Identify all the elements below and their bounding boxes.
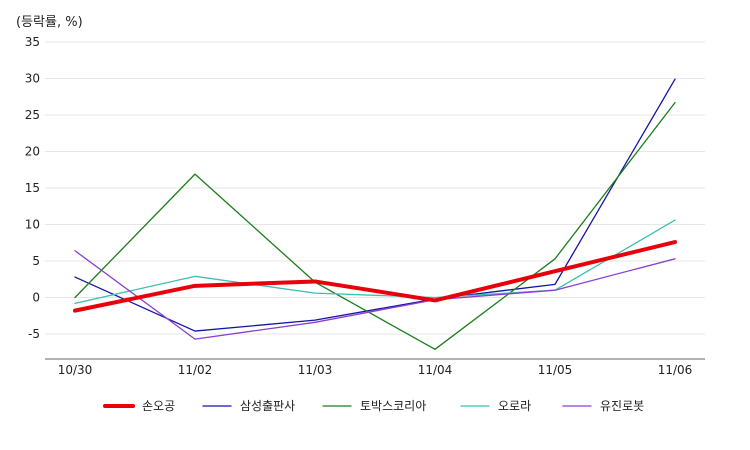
legend-label: 손오공 (142, 399, 175, 413)
y-tick-label: 20 (25, 145, 40, 159)
y-tick-label: 10 (25, 218, 40, 232)
x-tick-label: 11/06 (658, 363, 693, 377)
x-ticks: 10/30 11/02 11/03 11/04 11/05 11/06 (58, 363, 693, 377)
x-tick-label: 11/04 (418, 363, 453, 377)
y-ticks: 35 30 25 20 15 10 5 0 -5 (25, 35, 40, 341)
x-tick-label: 11/03 (298, 363, 333, 377)
series-lines (73, 78, 677, 350)
series-line (74, 219, 676, 304)
legend-label: 삼성출판사 (240, 399, 295, 413)
legend-label: 토박스코리아 (360, 399, 426, 413)
legend: 손오공 삼성출판사 토박스코리아 오로라 유진로봇 (103, 399, 644, 413)
y-tick-label: 0 (32, 291, 40, 305)
y-tick-label: 35 (25, 35, 40, 49)
x-tick-label: 11/02 (178, 363, 213, 377)
series-line (74, 78, 676, 332)
y-tick-label: 25 (25, 108, 40, 122)
grid-lines (45, 41, 705, 335)
y-tick-label: 30 (25, 72, 40, 86)
x-tick-label: 11/05 (538, 363, 573, 377)
y-tick-label: 5 (32, 254, 40, 268)
series-line (74, 101, 676, 350)
y-axis-label: (등락률, %) (16, 15, 83, 30)
legend-label: 오로라 (498, 399, 531, 413)
series-line (74, 250, 676, 340)
y-tick-label: 15 (25, 181, 40, 195)
series-line (73, 240, 677, 313)
x-tick-label: 10/30 (58, 363, 93, 377)
legend-label: 유진로봇 (600, 399, 644, 413)
y-tick-label: -5 (28, 327, 40, 341)
